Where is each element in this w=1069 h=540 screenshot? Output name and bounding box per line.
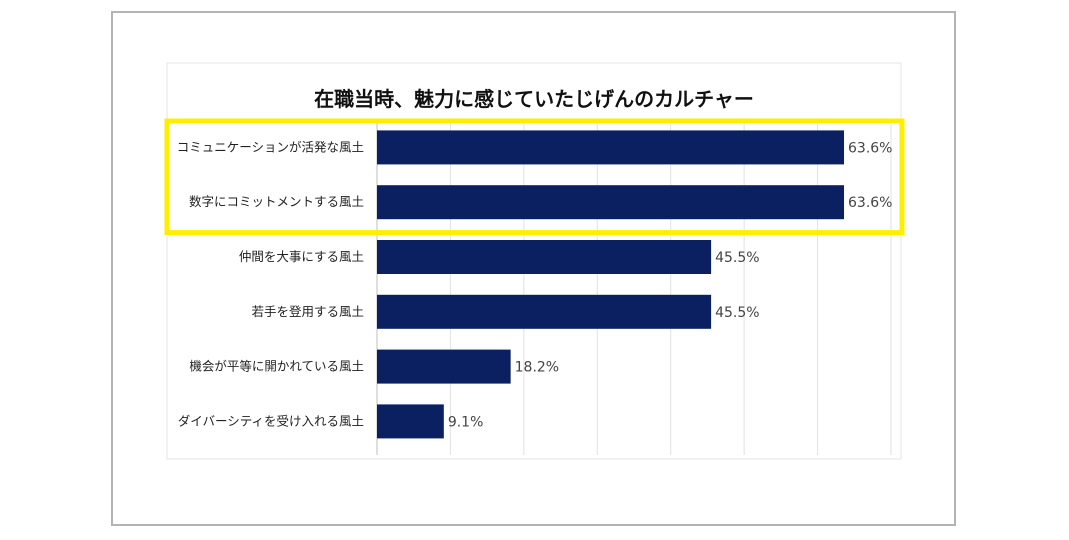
bars <box>377 130 845 439</box>
category-label: 若手を登用する風土 <box>251 304 364 319</box>
bar <box>377 240 712 274</box>
category-label: ダイバーシティを受け入れる風土 <box>178 413 364 428</box>
data-label: 45.5% <box>715 250 759 266</box>
labels: コミュニケーションが活発な風土 63.6% 数字にコミットメントする風土 63.6% 仲… <box>177 139 893 430</box>
data-label: 9.1% <box>448 414 484 430</box>
data-label: 63.6% <box>848 140 892 156</box>
highlight-box <box>164 118 905 236</box>
chart-title: 在職当時、魅力に感じていたじげんのカルチャー <box>314 87 754 111</box>
data-label: 18.2% <box>515 360 559 376</box>
bar <box>377 349 511 384</box>
bar <box>377 294 712 329</box>
bar <box>377 130 845 165</box>
gridlines <box>376 120 892 455</box>
bar <box>377 185 845 220</box>
highlight <box>164 118 905 236</box>
data-label: 45.5% <box>715 305 759 321</box>
category-label: コミュニケーションが活発な風土 <box>177 139 364 154</box>
bar <box>377 404 444 439</box>
category-label: 仲間を大事にする風土 <box>239 249 364 264</box>
data-label: 63.6% <box>848 195 892 211</box>
category-label: 機会が平等に開かれている風土 <box>189 359 364 374</box>
category-label: 数字にコミットメントする風土 <box>189 194 364 209</box>
